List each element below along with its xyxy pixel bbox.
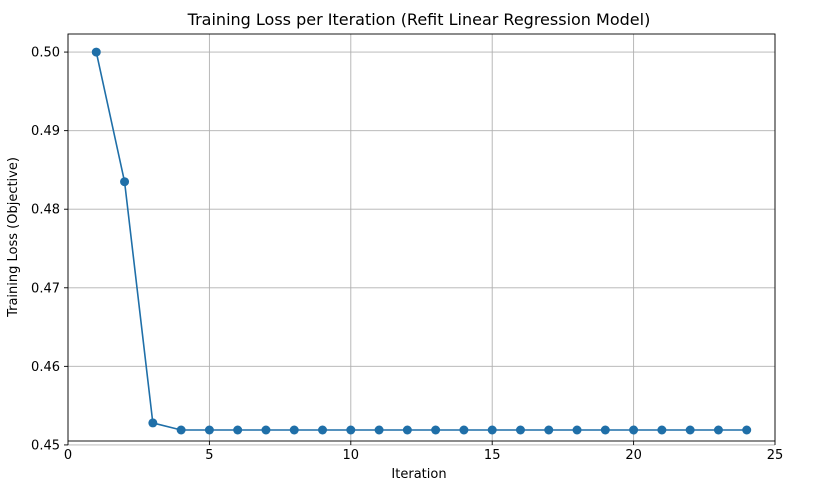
data-point bbox=[572, 425, 582, 435]
data-point bbox=[374, 425, 384, 435]
data-point bbox=[713, 425, 723, 435]
data-point bbox=[289, 425, 299, 435]
axes-frame bbox=[67, 33, 776, 442]
x-tick-label: 10 bbox=[343, 448, 360, 463]
data-point bbox=[629, 425, 639, 435]
x-axis-label: Iteration bbox=[391, 467, 446, 482]
data-point bbox=[685, 425, 695, 435]
data-point bbox=[176, 425, 186, 435]
x-tick-label: 5 bbox=[205, 448, 213, 463]
chart-title: Training Loss per Iteration (Refit Linea… bbox=[187, 10, 651, 29]
grid bbox=[67, 34, 776, 446]
data-point bbox=[318, 425, 328, 435]
data-point bbox=[120, 177, 130, 187]
data-point bbox=[515, 425, 525, 435]
data-point bbox=[459, 425, 469, 435]
x-tick-label: 0 bbox=[64, 448, 72, 463]
y-tick-label: 0.50 bbox=[31, 46, 60, 61]
data-point bbox=[346, 425, 356, 435]
data-point bbox=[204, 425, 214, 435]
data-point bbox=[261, 425, 271, 435]
series-line bbox=[95, 51, 747, 431]
x-tick-label: 25 bbox=[767, 448, 784, 463]
data-point bbox=[402, 425, 412, 435]
data-point bbox=[657, 425, 667, 435]
data-point bbox=[148, 418, 158, 428]
data-point bbox=[91, 47, 101, 57]
data-point bbox=[233, 425, 243, 435]
data-point bbox=[544, 425, 554, 435]
y-tick-label: 0.49 bbox=[31, 124, 60, 139]
series bbox=[91, 47, 752, 435]
y-tick-label: 0.48 bbox=[31, 203, 60, 218]
data-point bbox=[487, 425, 497, 435]
ticks: 0 5 10 15 20 25 0.45 0.46 0.47 0.48 0.49 0.50 bbox=[31, 46, 783, 463]
y-tick-label: 0.47 bbox=[31, 281, 60, 296]
x-tick-label: 15 bbox=[484, 448, 501, 463]
data-point bbox=[600, 425, 610, 435]
x-tick-label: 20 bbox=[625, 448, 642, 463]
y-tick-label: 0.45 bbox=[31, 438, 60, 453]
data-point bbox=[742, 425, 752, 435]
y-axis-label: Training Loss (Objective) bbox=[6, 157, 21, 318]
y-tick-label: 0.46 bbox=[31, 360, 60, 375]
data-point bbox=[431, 425, 441, 435]
